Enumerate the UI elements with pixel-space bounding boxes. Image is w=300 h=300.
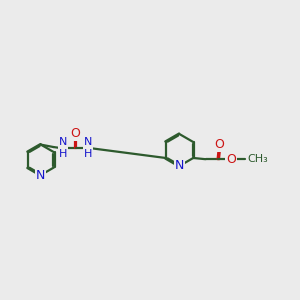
Text: O: O: [226, 153, 236, 166]
Text: N
H: N H: [59, 137, 67, 159]
Text: N: N: [36, 169, 46, 182]
Text: N
H: N H: [84, 137, 93, 159]
Text: N: N: [175, 159, 184, 172]
Text: O: O: [71, 127, 81, 140]
Text: O: O: [214, 138, 224, 151]
Text: CH₃: CH₃: [248, 154, 268, 164]
